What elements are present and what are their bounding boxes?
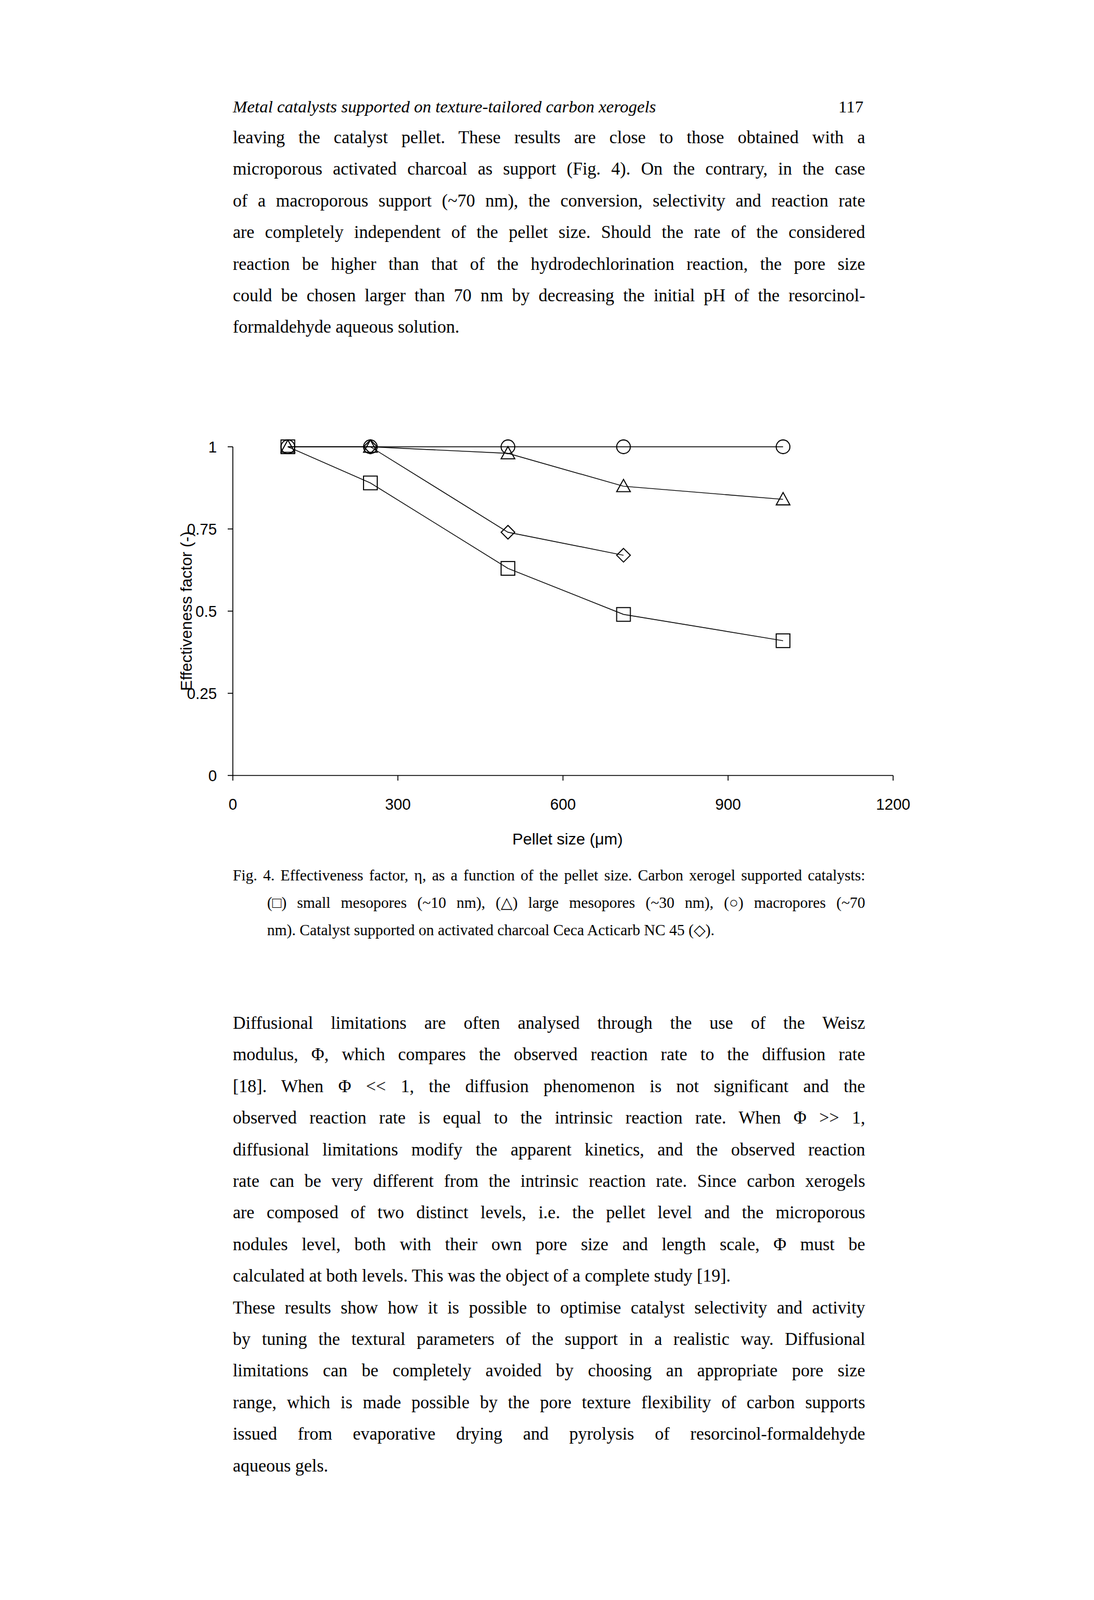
marker-triangle bbox=[776, 492, 790, 506]
text-line: could be chosen larger than 70 nm by dec… bbox=[232, 284, 866, 308]
text-line: of a macroporous support (~70 nm), the c… bbox=[232, 189, 866, 213]
x-tick-label: 600 bbox=[550, 796, 576, 814]
x-tick-label: 900 bbox=[715, 796, 741, 814]
series-line bbox=[287, 446, 783, 447]
marker-diamond bbox=[616, 548, 631, 563]
marker-diamond bbox=[363, 439, 378, 454]
marker-triangle bbox=[280, 439, 295, 453]
marker-diamond bbox=[501, 525, 515, 540]
text-line: reaction be higher than that of the hydr… bbox=[232, 252, 866, 276]
y-tick-label: 0.75 bbox=[186, 521, 217, 539]
figure-caption: Fig. 4. Effectiveness factor, η, as a fu… bbox=[232, 865, 866, 886]
marker-circle bbox=[363, 439, 378, 454]
figure-caption: (□) small mesopores (~10 nm), (△) large … bbox=[267, 893, 866, 914]
text-line: observed reaction rate is equal to the i… bbox=[232, 1106, 866, 1130]
marker-triangle bbox=[501, 446, 515, 460]
text-line: leaving the catalyst pellet. These resul… bbox=[232, 126, 866, 149]
y-tick-label: 1 bbox=[208, 438, 217, 456]
y-tick bbox=[227, 446, 233, 448]
marker-square bbox=[280, 439, 295, 454]
text-line: formaldehyde aqueous solution. bbox=[232, 315, 460, 339]
figure-caption: nm). Catalyst supported on activated cha… bbox=[267, 920, 715, 941]
marker-square bbox=[363, 475, 378, 490]
text-line: These results show how it is possible to… bbox=[232, 1296, 866, 1320]
marker-triangle bbox=[363, 439, 378, 453]
chart: 0 0.25 0.5 0.75 1 0 300 600 900 1200 Pellet size (… bbox=[0, 0, 1094, 1600]
text-line: range, which is made possible by the por… bbox=[232, 1391, 866, 1415]
y-tick bbox=[227, 692, 233, 694]
text-line: modulus, Φ, which compares the observed … bbox=[232, 1043, 866, 1067]
running-header: Metal catalysts supported on texture-tai… bbox=[232, 95, 657, 118]
x-tick bbox=[562, 775, 564, 781]
y-axis-title: Effectiveness factor (-) bbox=[177, 531, 196, 692]
text-line: issued from evaporative drying and pyrol… bbox=[232, 1422, 866, 1446]
marker-triangle bbox=[616, 479, 631, 492]
text-line: Diffusional limitations are often analys… bbox=[232, 1011, 866, 1035]
marker-circle bbox=[776, 439, 790, 454]
text-line: diffusional limitations modify the appar… bbox=[232, 1138, 866, 1162]
y-tick-label: 0.5 bbox=[195, 603, 217, 621]
text-line: limitations can be completely avoided by… bbox=[232, 1359, 866, 1383]
y-tick bbox=[227, 528, 233, 530]
x-tick bbox=[892, 775, 894, 781]
marker-square bbox=[616, 607, 631, 622]
y-tick-label: 0 bbox=[208, 767, 217, 785]
plot-area bbox=[280, 439, 790, 648]
marker-circle bbox=[280, 439, 295, 454]
page-number: 117 bbox=[838, 95, 864, 118]
x-tick bbox=[232, 775, 234, 781]
text-line: nodules level, both with their own pore … bbox=[232, 1233, 866, 1257]
series-line bbox=[287, 446, 783, 641]
text-line: are composed of two distinct levels, i.e… bbox=[232, 1201, 866, 1225]
page: Metal catalysts supported on texture-tai… bbox=[0, 0, 1094, 1600]
text-line: aqueous gels. bbox=[232, 1454, 329, 1478]
x-tick-label: 1200 bbox=[875, 796, 911, 814]
x-tick bbox=[727, 775, 729, 781]
y-tick bbox=[227, 774, 233, 777]
text-line: [18]. When Φ << 1, the diffusion phenome… bbox=[232, 1075, 866, 1098]
text-line: microporous activated charcoal as suppor… bbox=[232, 157, 866, 181]
marker-circle bbox=[501, 439, 515, 454]
y-tick bbox=[227, 610, 233, 612]
marker-square bbox=[776, 634, 790, 648]
x-tick-label: 300 bbox=[385, 796, 411, 814]
x-tick-label: 0 bbox=[228, 796, 237, 814]
x-axis bbox=[232, 774, 894, 777]
x-axis-title: Pellet size (μm) bbox=[512, 830, 624, 849]
text-line: rate can be very different from the intr… bbox=[232, 1169, 866, 1193]
marker-circle bbox=[616, 439, 631, 454]
y-axis bbox=[232, 446, 234, 776]
text-line: are completely independent of the pellet… bbox=[232, 220, 866, 244]
y-tick-label: 0.25 bbox=[186, 685, 217, 703]
marker-square bbox=[501, 561, 515, 576]
x-tick bbox=[397, 775, 399, 781]
series-line bbox=[370, 446, 624, 556]
text-line: by tuning the textural parameters of the… bbox=[232, 1327, 866, 1351]
text-line: calculated at both levels. This was the … bbox=[232, 1264, 731, 1288]
series-line bbox=[287, 446, 783, 500]
